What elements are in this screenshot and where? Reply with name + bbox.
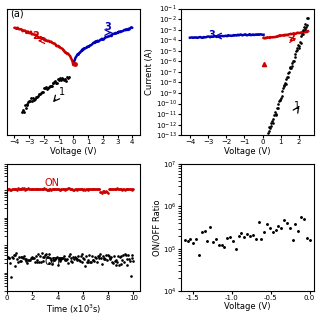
Text: 2: 2 [32,31,39,41]
Text: 3: 3 [104,22,111,32]
X-axis label: Voltage (V): Voltage (V) [224,147,270,156]
X-axis label: Time (x10$^3$s): Time (x10$^3$s) [46,302,101,316]
Y-axis label: ON/OFF Ratio: ON/OFF Ratio [152,199,161,256]
Text: 1: 1 [59,87,65,98]
Text: 1: 1 [293,101,300,111]
Text: 2: 2 [288,33,295,43]
Text: ON: ON [45,179,60,188]
Text: (a): (a) [10,8,23,18]
X-axis label: Voltage (V): Voltage (V) [224,302,270,311]
Text: 3: 3 [208,30,215,40]
Y-axis label: Current (A): Current (A) [145,49,154,95]
Text: OFF: OFF [45,257,64,267]
X-axis label: Voltage (V): Voltage (V) [50,147,97,156]
